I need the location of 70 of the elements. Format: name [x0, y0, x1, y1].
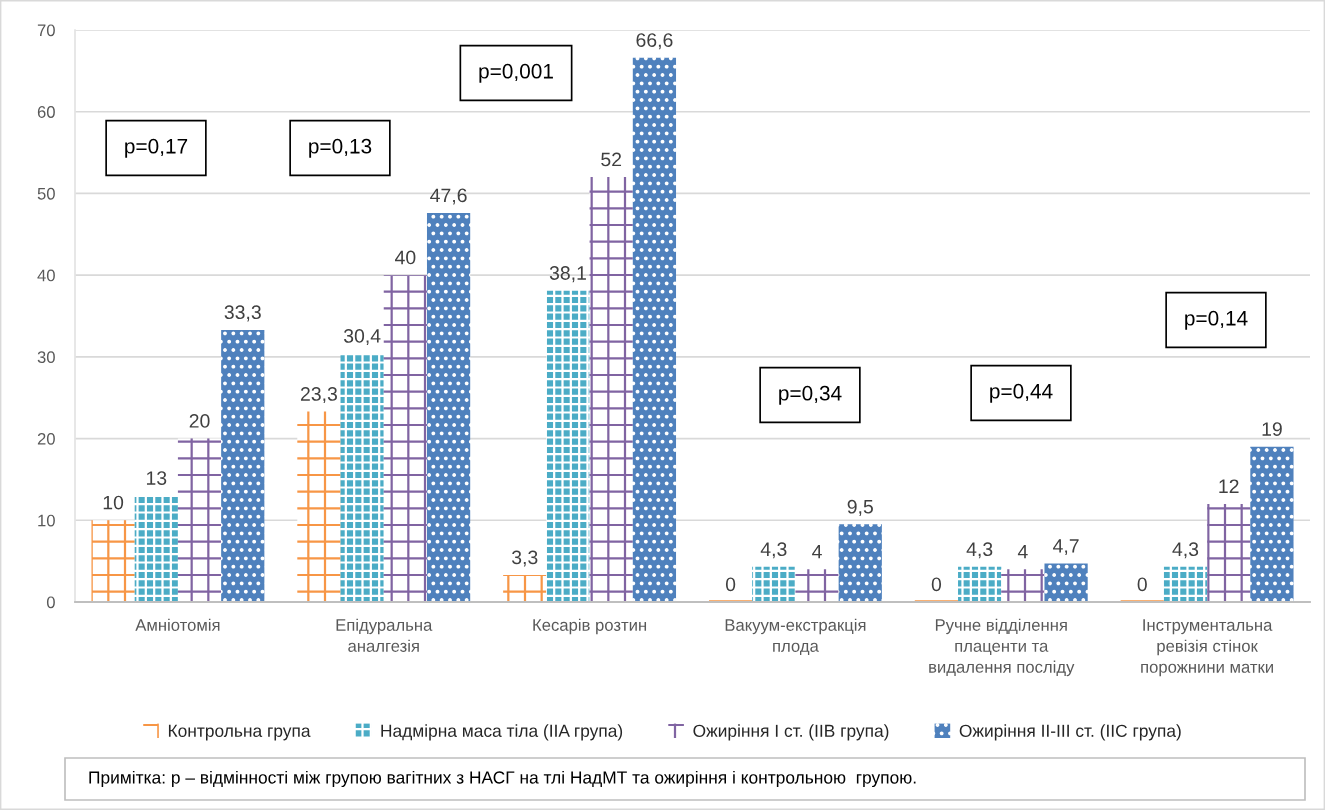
y-tick-label: 30 [37, 351, 55, 364]
bar [383, 275, 427, 602]
bar [426, 213, 471, 602]
bar [546, 290, 590, 602]
data-label: 40 [395, 250, 416, 265]
data-label: 19 [1262, 422, 1282, 436]
bar [340, 353, 384, 602]
legend-label: Ожиріння ІІ-ІІІ ст. (ІІС група) [959, 724, 1181, 741]
y-tick-label: 40 [37, 269, 55, 282]
data-label: 4,7 [1053, 539, 1079, 556]
bar [795, 569, 839, 602]
x-tick-label: Інструментальна ревізія стінок порожнини матки [1141, 619, 1273, 677]
bar [958, 566, 1002, 602]
bar [632, 57, 677, 602]
bar [589, 177, 633, 602]
bar [838, 524, 882, 602]
data-label: 33,3 [224, 305, 261, 322]
legend-label: Контрольна група [168, 724, 311, 741]
bar [1163, 566, 1208, 602]
data-label: 4,3 [966, 542, 993, 559]
y-tick-label: 10 [38, 514, 55, 527]
legend-label: Надмірна маса тіла (IIA група) [381, 724, 623, 741]
data-label: 4,3 [1172, 542, 1199, 559]
legend-label: Ожиріння І ст. (IIB група) [693, 724, 889, 741]
y-tick-label: 60 [37, 106, 55, 118]
data-label: 52 [601, 152, 622, 167]
bar [221, 329, 265, 602]
data-label: 10 [103, 495, 124, 510]
bar [752, 566, 796, 602]
x-tick-label: Вакуум-екстракція плода [725, 618, 866, 656]
data-label: 66,6 [636, 33, 673, 50]
annotation: p=0,34 [779, 385, 842, 405]
text: Примітка: p – відмінності між групою вагітних з НАСГ на тлі НадМТ та ожиріння і контрольною групою. [89, 770, 916, 788]
data-label: 30,4 [343, 329, 381, 346]
bar [177, 438, 222, 602]
data-label: 9,5 [847, 499, 873, 516]
x-tick-label: Кесарів розтин [533, 618, 647, 635]
bar [1207, 503, 1251, 602]
data-label: 23,3 [300, 387, 337, 404]
data-label: 0 [725, 577, 736, 592]
data-label: 0 [931, 577, 942, 592]
bar [1250, 446, 1294, 602]
bar [134, 495, 178, 602]
annotation: p=0,001 [479, 63, 553, 83]
data-label: 20 [189, 414, 210, 428]
data-label: 4 [1017, 544, 1028, 559]
y-tick-label: 50 [37, 187, 55, 200]
y-tick-label: 20 [37, 432, 55, 445]
annotation: p=0,14 [1185, 310, 1248, 330]
annotation: p=0,44 [990, 383, 1053, 403]
data-label: 47,6 [430, 188, 467, 205]
data-label: 13 [146, 471, 167, 485]
bar [1044, 563, 1088, 602]
data-label: 0 [1137, 577, 1147, 592]
annotation: p=0,13 [309, 138, 372, 158]
data-label: 38,1 [549, 266, 586, 283]
bar [503, 575, 547, 602]
bar [1001, 569, 1045, 602]
data-label: 4,3 [760, 542, 787, 559]
data-label: 12 [1219, 479, 1239, 493]
y-tick-label: 70 [37, 24, 55, 37]
data-label: 4 [812, 544, 822, 559]
x-tick-label: Амніотомія [135, 618, 220, 631]
x-tick-label: Епідуральна аналгезія [336, 618, 433, 652]
annotation: p=0,17 [125, 138, 188, 158]
data-label: 3,3 [511, 550, 538, 567]
y-tick-label: 0 [46, 596, 55, 609]
x-tick-label: Ручне відділення плаценти та видалення посліду [929, 618, 1075, 677]
bar [297, 411, 341, 602]
bar [91, 520, 135, 602]
